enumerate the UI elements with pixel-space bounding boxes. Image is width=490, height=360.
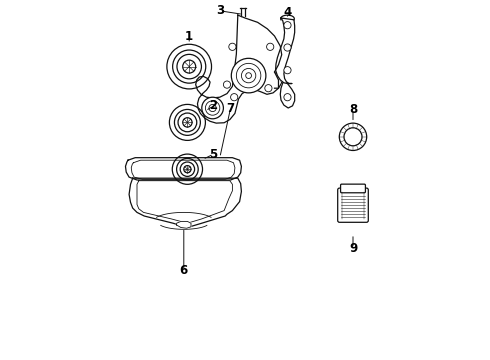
Polygon shape bbox=[129, 178, 242, 228]
Polygon shape bbox=[125, 158, 242, 180]
Text: 2: 2 bbox=[210, 99, 218, 112]
Circle shape bbox=[202, 97, 223, 119]
Text: 7: 7 bbox=[226, 102, 235, 114]
Text: 4: 4 bbox=[283, 6, 292, 19]
Text: 6: 6 bbox=[180, 264, 188, 277]
Circle shape bbox=[284, 44, 291, 51]
Circle shape bbox=[167, 44, 212, 89]
FancyBboxPatch shape bbox=[341, 184, 366, 193]
Circle shape bbox=[284, 67, 291, 74]
FancyBboxPatch shape bbox=[338, 188, 368, 222]
Text: 9: 9 bbox=[349, 242, 357, 255]
Circle shape bbox=[284, 94, 291, 101]
Text: 3: 3 bbox=[216, 4, 224, 17]
Polygon shape bbox=[280, 83, 294, 108]
Polygon shape bbox=[196, 15, 282, 123]
Polygon shape bbox=[275, 18, 294, 84]
Circle shape bbox=[172, 154, 202, 184]
Text: 1: 1 bbox=[185, 30, 193, 42]
Circle shape bbox=[339, 123, 367, 150]
Circle shape bbox=[170, 104, 205, 140]
Text: 5: 5 bbox=[210, 148, 218, 161]
Polygon shape bbox=[176, 221, 191, 228]
Circle shape bbox=[284, 22, 291, 29]
Text: 8: 8 bbox=[349, 103, 357, 116]
Circle shape bbox=[231, 58, 266, 93]
